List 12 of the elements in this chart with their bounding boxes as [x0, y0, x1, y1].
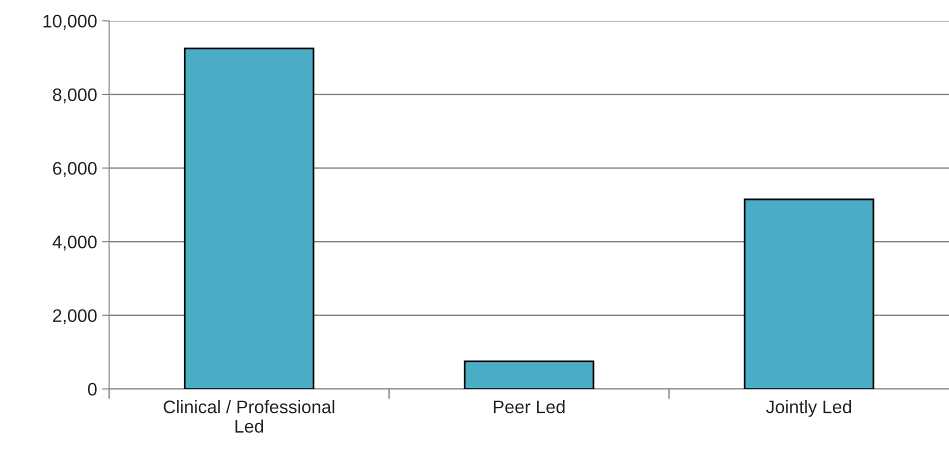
y-tick-label: 2,000	[53, 309, 97, 324]
y-tick-label: 8,000	[52, 88, 97, 104]
bar	[744, 198, 874, 389]
x-tick-label: Jointly Led	[766, 400, 852, 417]
y-tick-label: 0	[88, 382, 97, 396]
y-tick-label: 4,000	[52, 236, 97, 251]
x-tick-label: Peer Led	[494, 400, 565, 414]
x-tick-label: Clinical / Professional Led	[164, 400, 334, 433]
bar	[184, 48, 314, 389]
y-tick-label: 6,000	[53, 162, 97, 177]
y-tick-label: 10,000	[43, 14, 97, 30]
bar	[464, 360, 594, 389]
